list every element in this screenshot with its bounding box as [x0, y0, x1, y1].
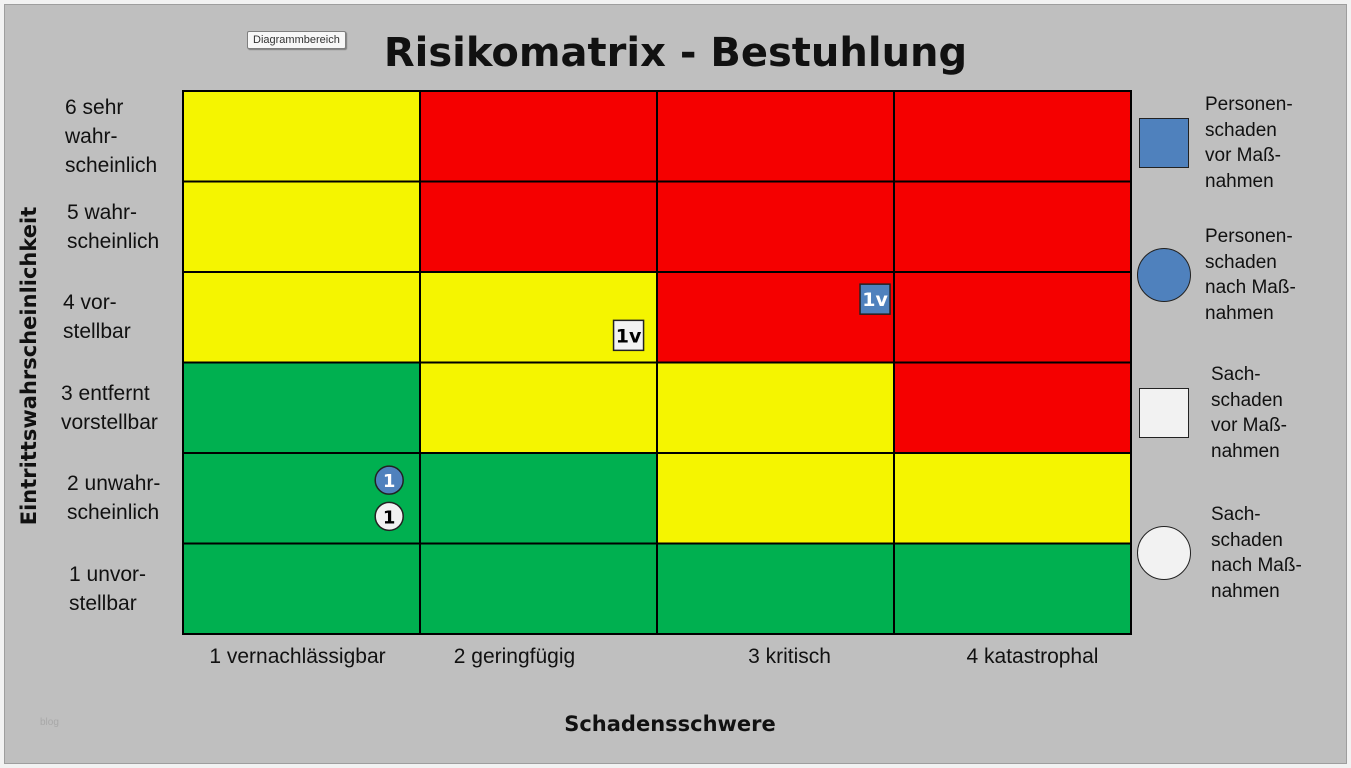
matrix-cell-r2-c4 — [893, 452, 1132, 545]
matrix-cell-r6-c3 — [656, 90, 895, 183]
marker-circle-3: 1 — [374, 465, 404, 495]
legend-symbol-square — [1139, 388, 1189, 438]
legend-label-line: nahmen — [1211, 440, 1280, 462]
matrix-cell-r2-c3 — [656, 452, 895, 545]
legend-label-line: Sach- — [1211, 364, 1261, 385]
matrix-cell-r3-c1 — [182, 361, 421, 454]
marker-label: 1 — [383, 507, 396, 528]
matrix-cell-r5-c2 — [419, 180, 658, 273]
legend-label-line: Personen- — [1205, 226, 1293, 247]
y-tick-label-line: 4 vor- — [63, 291, 117, 315]
y-tick-label-line: 5 wahr- — [67, 200, 138, 224]
y-tick-label: 6 sehr wahr-scheinlich — [65, 93, 157, 180]
matrix-cell-r4-c3 — [656, 271, 895, 364]
y-tick-label-line: stellbar — [69, 591, 137, 615]
chart-title: Risikomatrix - Bestuhlung — [383, 30, 968, 76]
matrix-cell-r3-c3 — [656, 361, 895, 454]
matrix-cell-r4-c4 — [893, 271, 1132, 364]
legend-symbol-square — [1139, 118, 1189, 168]
matrix-cell-r5-c1 — [182, 180, 421, 273]
x-tick-label: 4 katastrophal — [966, 645, 1099, 668]
marker-label: 1 — [383, 471, 396, 492]
marker-label: 1v — [616, 325, 642, 347]
legend-label: Personen-schaden nach Maß-nahmen — [1205, 224, 1296, 326]
legend-label: Sach-schaden nach Maß-nahmen — [1211, 502, 1302, 604]
legend-label-line: Personen- — [1205, 94, 1293, 115]
matrix-cell-r3-c4 — [893, 361, 1132, 454]
x-tick-label: 2 geringfügig — [453, 645, 576, 668]
marker-square-1: 1v — [859, 283, 891, 315]
y-tick-label-line: scheinlich — [67, 501, 160, 525]
y-tick-label-line: 2 unwahr- — [67, 472, 161, 496]
legend-label: Sach-schaden vor Maß-nahmen — [1211, 362, 1287, 464]
marker-circle-shape — [374, 501, 404, 532]
marker-circle-shape — [374, 465, 404, 495]
legend-label-line: nahmen — [1205, 170, 1274, 192]
matrix-cell-r2-c2 — [419, 452, 658, 545]
marker-square-2: 1v — [612, 319, 645, 352]
watermark: blog — [40, 717, 59, 728]
marker-square-shape — [859, 283, 891, 315]
legend-label-line: schaden — [1211, 529, 1283, 551]
y-tick-label-line: scheinlich — [65, 153, 158, 177]
matrix-cell-r6-c4 — [893, 90, 1132, 183]
legend-label-line: vor Maß- — [1211, 415, 1287, 436]
matrix-cell-r4-c1 — [182, 271, 421, 364]
marker-circle-4: 1 — [374, 501, 404, 532]
legend-label-line: schaden — [1205, 251, 1277, 273]
matrix-cell-r5-c3 — [656, 180, 895, 273]
y-tick-label-line: 6 sehr — [65, 95, 124, 119]
legend-label-line: schaden — [1211, 389, 1283, 411]
x-axis-title: Schadensschwere — [564, 712, 776, 736]
legend-label-line: nach Maß- — [1211, 555, 1302, 576]
legend-label-line: nach Maß- — [1205, 277, 1296, 298]
y-tick-label-line: 1 unvor- — [69, 562, 147, 586]
y-tick-label: 3 entfernt vorstellbar — [61, 379, 158, 437]
legend-label-line: nahmen — [1205, 302, 1274, 324]
y-tick-label: 2 unwahr-scheinlich — [67, 469, 160, 527]
legend-label: Personen-schaden vor Maß-nahmen — [1205, 92, 1293, 194]
y-tick-label: 5 wahr-scheinlich — [67, 198, 159, 256]
legend-label-line: Sach- — [1211, 504, 1261, 525]
y-tick-label-line: wahr- — [65, 124, 118, 148]
y-tick-label: 1 unvor-stellbar — [69, 560, 146, 618]
y-tick-label-line: stellbar — [63, 320, 131, 344]
legend-label-line: nahmen — [1211, 580, 1280, 602]
marker-square-shape — [612, 319, 645, 352]
chart-area-tooltip: Diagrammbereich — [247, 31, 346, 49]
legend-symbol-circle — [1137, 526, 1191, 580]
y-tick-label-line: vorstellbar — [61, 410, 158, 434]
legend-symbol-circle — [1137, 248, 1191, 302]
x-tick-label: 3 kritisch — [748, 645, 831, 668]
marker-label: 1v — [862, 289, 888, 311]
matrix-cell-r3-c2 — [419, 361, 658, 454]
legend-label-line: vor Maß- — [1205, 145, 1281, 166]
matrix-cell-r1-c2 — [419, 542, 658, 635]
y-tick-label-line: 3 entfernt — [61, 381, 150, 405]
matrix-cell-r6-c2 — [419, 90, 658, 183]
matrix-cell-r1-c3 — [656, 542, 895, 635]
matrix-cell-r1-c4 — [893, 542, 1132, 635]
y-tick-label: 4 vor-stellbar — [63, 288, 131, 346]
matrix-cell-r1-c1 — [182, 542, 421, 635]
x-tick-label: 1 vernachlässigbar — [209, 645, 386, 668]
matrix-cell-r2-c1 — [182, 452, 421, 545]
matrix-cell-r6-c1 — [182, 90, 421, 183]
matrix-cell-r5-c4 — [893, 180, 1132, 273]
y-tick-label-line: scheinlich — [67, 229, 160, 253]
legend-label-line: schaden — [1205, 119, 1277, 141]
